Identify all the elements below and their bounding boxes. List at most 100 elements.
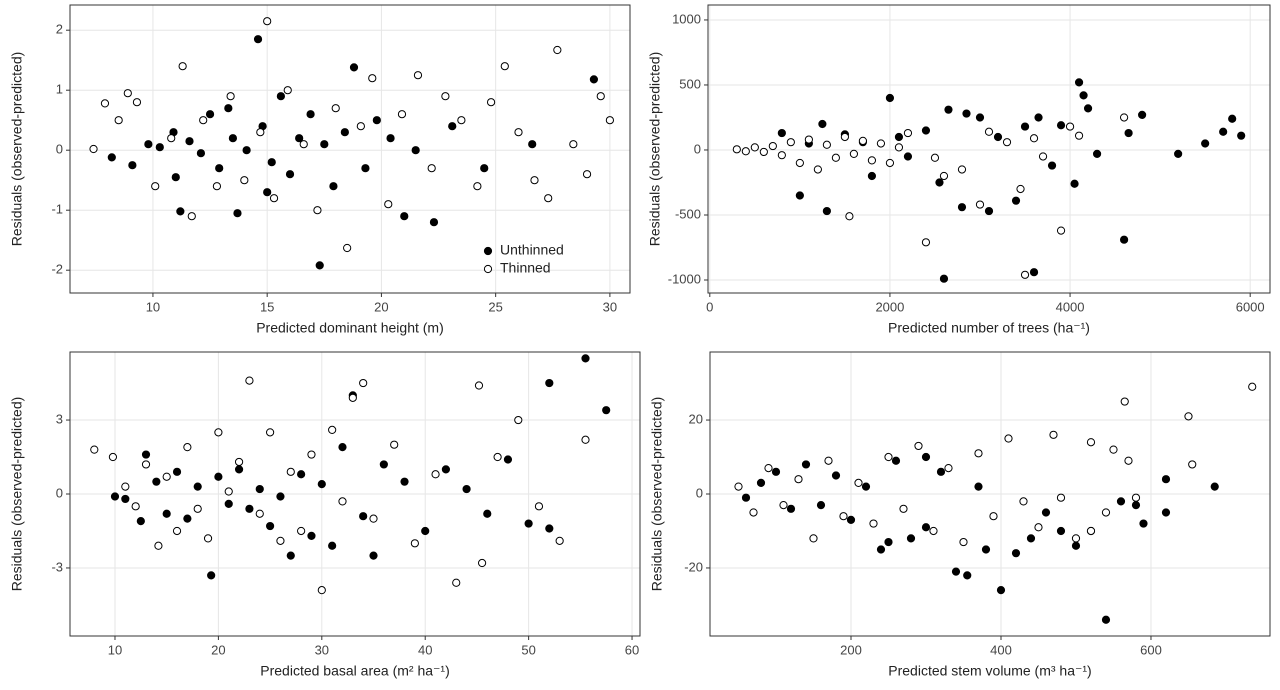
point <box>1056 226 1066 235</box>
point <box>581 435 590 444</box>
point <box>452 578 461 587</box>
point <box>144 140 153 149</box>
point <box>276 492 285 501</box>
point <box>530 176 539 185</box>
point <box>1228 114 1237 123</box>
legend-marker <box>483 246 493 256</box>
point <box>193 482 202 491</box>
point <box>397 110 407 119</box>
point <box>1138 110 1147 119</box>
point <box>1026 534 1036 543</box>
point <box>178 62 187 71</box>
point <box>110 492 120 501</box>
point <box>1086 438 1096 447</box>
point <box>849 149 859 158</box>
point <box>283 86 292 95</box>
x-tick-label: 50 <box>521 642 535 657</box>
point <box>226 92 235 101</box>
point <box>136 517 145 526</box>
point <box>172 526 182 536</box>
point <box>359 512 368 521</box>
point <box>794 475 803 484</box>
point <box>861 482 871 491</box>
point <box>777 128 786 138</box>
point <box>1020 270 1030 279</box>
point <box>233 209 242 218</box>
point <box>1020 122 1030 131</box>
point <box>891 456 901 465</box>
point <box>215 164 224 173</box>
point <box>921 238 931 247</box>
point <box>286 551 295 560</box>
point <box>196 149 206 158</box>
point <box>921 126 931 135</box>
point <box>295 134 304 143</box>
point <box>307 531 316 541</box>
point <box>914 441 923 451</box>
point <box>369 514 378 523</box>
point <box>171 173 180 182</box>
point <box>141 450 151 459</box>
point <box>457 116 466 125</box>
point <box>818 119 827 129</box>
point <box>974 449 983 458</box>
point <box>1237 131 1246 140</box>
point <box>390 440 399 449</box>
y-tick-label: -1 <box>51 202 63 217</box>
point <box>338 443 347 452</box>
point <box>207 571 216 580</box>
point <box>151 182 160 191</box>
y-tick-label: -2 <box>51 262 63 277</box>
point <box>1083 104 1093 113</box>
point <box>1029 134 1039 143</box>
point <box>1034 113 1043 122</box>
point <box>749 508 758 517</box>
point <box>410 539 419 548</box>
point <box>885 158 895 168</box>
point <box>245 504 254 513</box>
point <box>1049 430 1058 439</box>
point <box>297 526 306 536</box>
point <box>361 164 370 173</box>
point <box>473 182 482 191</box>
plot-frame <box>69 351 641 637</box>
point <box>154 541 163 550</box>
point <box>771 467 781 476</box>
x-tick-label: 2000 <box>875 299 904 314</box>
point <box>963 571 972 580</box>
point <box>245 376 254 385</box>
point <box>936 467 946 476</box>
point <box>338 497 347 506</box>
legend-label: Unthinned <box>500 242 564 258</box>
point <box>1071 534 1081 543</box>
point <box>734 482 743 491</box>
x-tick-label: 20 <box>374 299 388 314</box>
point <box>840 132 849 142</box>
x-tick-label: 10 <box>108 642 122 657</box>
point <box>224 499 233 508</box>
point <box>368 74 377 83</box>
point <box>996 586 1006 595</box>
point <box>1070 179 1079 188</box>
point <box>885 93 895 103</box>
point <box>935 178 944 187</box>
point <box>1056 493 1066 502</box>
point <box>764 464 773 473</box>
point <box>348 393 357 402</box>
point <box>1041 508 1051 517</box>
point <box>869 519 878 528</box>
point <box>317 586 326 595</box>
point <box>199 116 208 125</box>
point <box>899 504 908 513</box>
y-axis-label: Residuals (observed-predicted) <box>9 397 25 592</box>
point <box>429 218 439 227</box>
point <box>1109 445 1118 454</box>
y-tick-label: 0 <box>56 485 63 500</box>
point <box>1248 382 1257 391</box>
point <box>307 450 316 459</box>
x-axis-label: Predicted dominant height (m) <box>256 320 444 336</box>
y-tick-label: -1000 <box>668 271 701 286</box>
point <box>379 460 388 469</box>
point <box>276 536 285 545</box>
point <box>822 140 831 149</box>
